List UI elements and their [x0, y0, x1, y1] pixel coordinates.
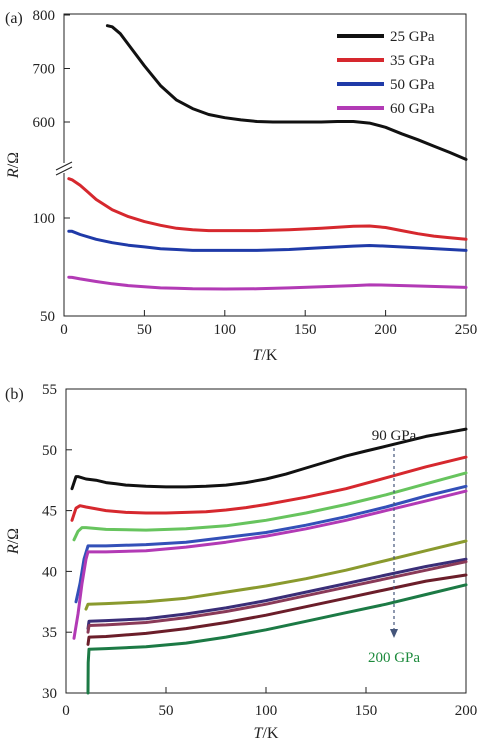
panel-a-y-label-unit: /Ω — [5, 152, 22, 168]
series-line-10 — [86, 583, 468, 695]
y-tick-label: 30 — [42, 686, 57, 702]
series-line-7 — [86, 557, 468, 631]
y-tick-label: 40 — [42, 564, 57, 580]
panel-b-y-axis: 30 35 40 45 50 55 — [42, 382, 72, 702]
legend-label-25-gpa: 25 GPa — [390, 29, 435, 45]
panel-b-x-axis: 0 50 100 150 200 — [62, 687, 477, 719]
series-line-8 — [86, 560, 468, 634]
x-tick-label: 200 — [455, 703, 478, 719]
series-line-3 — [72, 471, 468, 542]
x-tick-label: 150 — [355, 703, 378, 719]
series-line-1 — [70, 427, 468, 491]
axis-break-slash-upper — [55, 161, 73, 171]
panel-b-series — [70, 427, 468, 695]
series-line-25-gpa — [105, 24, 468, 161]
panel-a-y-axis: 50 100 600 700 800 — [33, 8, 70, 325]
panel-b-y-label-unit: /Ω — [5, 528, 22, 544]
panel-b-y-label-symbol: R — [5, 544, 22, 555]
panel-a-legend: 25 GPa 35 GPa 50 GPa 60 GPa — [337, 29, 435, 117]
panel-a-y-label-symbol: R — [5, 168, 22, 179]
series-line-2 — [70, 455, 468, 522]
y-tick-label: 55 — [42, 382, 57, 398]
legend-label-60-gpa: 60 GPa — [390, 101, 435, 117]
panel-b-x-label-unit: /K — [262, 725, 278, 742]
series-line-4 — [74, 484, 468, 604]
panel-a: (a) 0 50 100 150 200 250 50 100 600 700 800 25 GP… — [5, 8, 477, 364]
y-tick-label: 700 — [33, 62, 56, 78]
panel-b: (b) 0 50 100 150 200 30 35 40 45 50 55 90 GPa 200… — [5, 382, 477, 742]
panel-b-x-label-symbol: T — [254, 725, 264, 742]
series-line-5 — [72, 489, 468, 640]
panel-a-label: (a) — [5, 10, 23, 27]
y-tick-label: 35 — [42, 625, 57, 641]
y-tick-label: 50 — [40, 309, 55, 325]
axis-break-slash-lower — [55, 166, 73, 176]
panel-a-series — [67, 24, 468, 291]
axis-break-mark — [55, 161, 73, 176]
series-line-60-gpa — [67, 275, 468, 291]
legend-label-50-gpa: 50 GPa — [390, 77, 435, 93]
annotation-200-gpa: 200 GPa — [368, 650, 420, 666]
y-tick-label: 100 — [33, 211, 56, 227]
panel-b-y-label: R/Ω — [5, 528, 22, 555]
series-line-35-gpa — [67, 177, 468, 241]
pressure-arrow-head — [390, 629, 398, 638]
x-tick-label: 250 — [455, 322, 478, 338]
panel-a-x-label-unit: /K — [261, 347, 277, 364]
series-line-50-gpa — [67, 229, 468, 252]
y-tick-label: 45 — [42, 504, 57, 520]
x-tick-label: 50 — [159, 703, 174, 719]
panel-a-x-label-symbol: T — [253, 347, 263, 364]
legend-label-35-gpa: 35 GPa — [390, 53, 435, 69]
panel-a-x-axis: 0 50 100 150 200 250 — [60, 310, 477, 338]
series-line-9 — [86, 573, 468, 646]
x-tick-label: 100 — [255, 703, 278, 719]
y-tick-label: 600 — [33, 115, 56, 131]
panel-b-x-label: T/K — [254, 725, 279, 742]
panel-b-label: (b) — [5, 386, 24, 403]
x-tick-label: 50 — [137, 322, 152, 338]
x-tick-label: 200 — [374, 322, 397, 338]
series-line-6 — [84, 539, 468, 611]
x-tick-label: 100 — [214, 322, 237, 338]
x-tick-label: 0 — [62, 703, 70, 719]
panel-a-x-label: T/K — [253, 347, 278, 364]
y-tick-label: 800 — [33, 8, 56, 24]
annotation-90-gpa: 90 GPa — [372, 428, 417, 444]
y-tick-label: 50 — [42, 443, 57, 459]
x-tick-label: 150 — [294, 322, 317, 338]
axis-break-gap — [55, 163, 73, 173]
x-tick-label: 0 — [60, 322, 68, 338]
panel-a-y-label: R/Ω — [5, 152, 22, 179]
